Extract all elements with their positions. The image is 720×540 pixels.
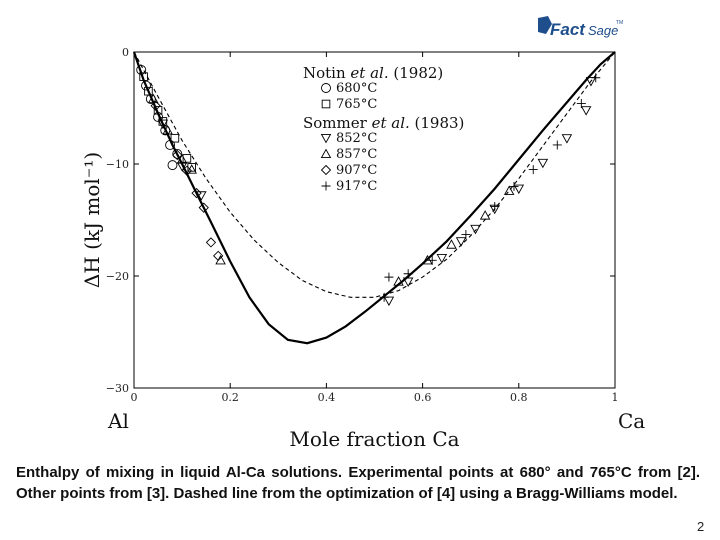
point-plus xyxy=(384,272,394,282)
point-triangle-up xyxy=(176,154,188,164)
point-triangle-up xyxy=(186,164,197,174)
legend-item-label: 852°C xyxy=(336,131,377,146)
legend-marker xyxy=(321,83,331,93)
x-tick-label: 0.2 xyxy=(221,391,239,404)
axis-labels: Mole fraction Ca Al Ca ΔH (kJ mol⁻¹) xyxy=(80,152,645,451)
axes xyxy=(133,51,616,389)
factsage-logo-mark: Fact Sage TM xyxy=(538,16,623,39)
page-number: 2 xyxy=(697,519,705,534)
series-680C xyxy=(136,64,183,171)
point-triangle-down xyxy=(513,184,525,195)
point-triangle-up xyxy=(393,276,404,286)
x-tick-label: 0.4 xyxy=(318,391,336,404)
curves xyxy=(132,51,616,345)
point-triangle-up xyxy=(162,124,173,135)
point-triangle-down xyxy=(157,119,169,130)
factsage-logo: Fact Sage TM xyxy=(534,14,626,44)
point-square xyxy=(153,105,163,115)
y-tick-label: −20 xyxy=(106,270,129,283)
point-diamond xyxy=(213,250,224,261)
legend-marker xyxy=(321,99,331,109)
legend-item-label: 857°C xyxy=(336,147,377,162)
x-end-label-ca: Ca xyxy=(618,409,645,433)
point-triangle-down xyxy=(455,237,467,247)
legend-marker xyxy=(320,164,332,176)
point-triangle-down xyxy=(585,77,597,87)
legend-item-label: 907°C xyxy=(336,163,377,178)
point-diamond xyxy=(181,165,193,176)
point-plus xyxy=(591,73,601,83)
logo-fact-text: Fact xyxy=(550,20,586,39)
logo-sage-text: Sage xyxy=(588,23,618,38)
point-plus xyxy=(528,165,538,175)
point-diamond xyxy=(198,202,209,213)
point-plus xyxy=(403,269,413,279)
point-square xyxy=(144,86,153,96)
point-triangle-down xyxy=(196,191,207,201)
legend-header: Notin et al. (1982) xyxy=(303,64,443,82)
point-triangle-down xyxy=(436,254,448,264)
point-triangle-down xyxy=(176,162,188,172)
point-triangle-up xyxy=(479,210,491,220)
point-plus xyxy=(427,255,437,265)
ticks: 0 0.2 0.4 0.6 0.8 1 0 −10 −20 −30 xyxy=(106,46,619,404)
point-circle xyxy=(153,112,164,122)
point-plus xyxy=(461,230,471,240)
y-tick-label: −10 xyxy=(106,158,129,171)
y-axis-label: ΔH (kJ mol⁻¹) xyxy=(80,152,104,288)
x-tick-label: 0.8 xyxy=(510,391,528,404)
y-tick-label: 0 xyxy=(122,46,129,59)
point-triangle-down xyxy=(561,134,573,144)
logo-emblem-icon xyxy=(538,16,552,34)
series-765C xyxy=(139,72,196,172)
point-circle xyxy=(136,64,147,75)
point-diamond xyxy=(191,187,202,199)
legend-header: Sommer et al. (1983) xyxy=(303,114,464,132)
point-circle xyxy=(165,140,176,150)
x-tick-label: 1 xyxy=(612,391,619,404)
logo-tm-text: TM xyxy=(616,20,623,26)
point-circle xyxy=(172,148,183,159)
x-end-label-al: Al xyxy=(107,409,129,433)
point-plus xyxy=(509,181,519,191)
x-axis-label: Mole fraction Ca xyxy=(289,427,459,451)
point-plus xyxy=(379,292,389,302)
data-points xyxy=(136,64,601,307)
x-tick-label: 0 xyxy=(131,391,138,404)
series-917C xyxy=(379,73,601,302)
point-triangle-up xyxy=(446,239,457,249)
point-triangle-up xyxy=(147,93,159,104)
legend-item-label: 917°C xyxy=(336,179,377,194)
point-plus xyxy=(490,202,500,212)
point-triangle-down xyxy=(383,296,395,307)
y-tick-label: −30 xyxy=(106,382,129,395)
series-907C xyxy=(150,100,224,261)
point-plus xyxy=(552,140,562,150)
plot-frame xyxy=(133,51,616,389)
point-triangle-down xyxy=(470,224,481,235)
calculated-solid-line xyxy=(132,51,616,345)
legend-marker xyxy=(320,133,332,144)
legend-marker xyxy=(320,148,332,159)
enthalpy-chart: 0 0.2 0.4 0.6 0.8 1 0 −10 −20 −30 Notin et al. (1… xyxy=(80,46,645,451)
point-diamond xyxy=(150,100,161,111)
x-tick-label: 0.6 xyxy=(414,391,432,404)
point-plus xyxy=(576,99,586,109)
point-circle xyxy=(141,80,151,91)
legend-marker xyxy=(321,181,331,191)
legend-item-label: 765°C xyxy=(336,97,377,112)
point-triangle-down xyxy=(580,106,592,116)
point-diamond xyxy=(205,237,217,248)
point-diamond xyxy=(172,149,183,161)
point-circle xyxy=(167,160,178,171)
legend-item-label: 680°C xyxy=(336,81,377,96)
point-triangle-down xyxy=(537,158,549,169)
series-852C xyxy=(157,77,597,307)
point-triangle-up xyxy=(503,185,515,195)
figure-caption: Enthalpy of mixing in liquid Al-Ca solut… xyxy=(16,464,700,502)
point-square xyxy=(139,72,148,81)
point-square xyxy=(170,133,180,143)
